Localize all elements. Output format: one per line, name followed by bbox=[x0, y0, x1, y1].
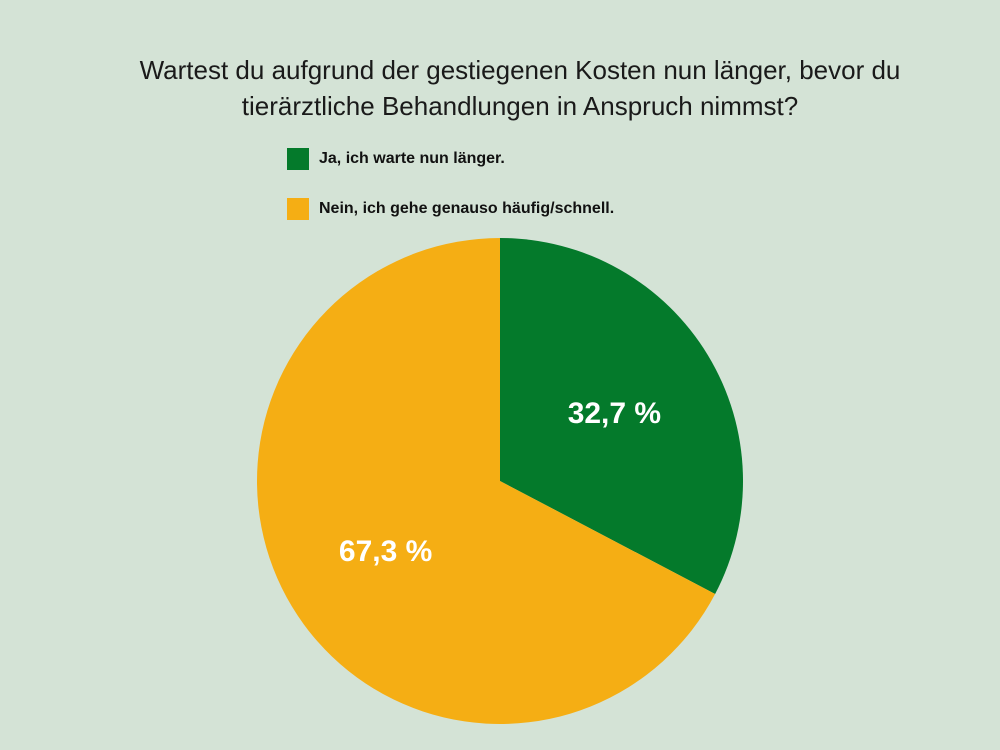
chart-title: Wartest du aufgrund der gestiegenen Kost… bbox=[40, 52, 1000, 124]
pie-slice-nein bbox=[257, 238, 716, 724]
legend-item-nein: Nein, ich gehe genauso häufig/schnell. bbox=[287, 196, 614, 222]
legend-swatch-ja bbox=[287, 148, 309, 170]
legend-swatch-nein bbox=[287, 198, 309, 220]
pie-label-ja: 32,7 % bbox=[568, 397, 661, 430]
legend-item-ja: Ja, ich warte nun länger. bbox=[287, 146, 614, 172]
legend: Ja, ich warte nun länger. Nein, ich gehe… bbox=[287, 146, 614, 246]
legend-label-nein: Nein, ich gehe genauso häufig/schnell. bbox=[319, 200, 615, 217]
chart-title-line-2: tierärztliche Behandlungen in Anspruch n… bbox=[241, 91, 799, 121]
pie-label-nein: 67,3 % bbox=[339, 535, 432, 568]
legend-label-ja: Ja, ich warte nun länger. bbox=[319, 150, 505, 167]
pie-slice-ja bbox=[500, 238, 743, 595]
chart-title-line-1: Wartest du aufgrund der gestiegenen Kost… bbox=[139, 55, 901, 85]
